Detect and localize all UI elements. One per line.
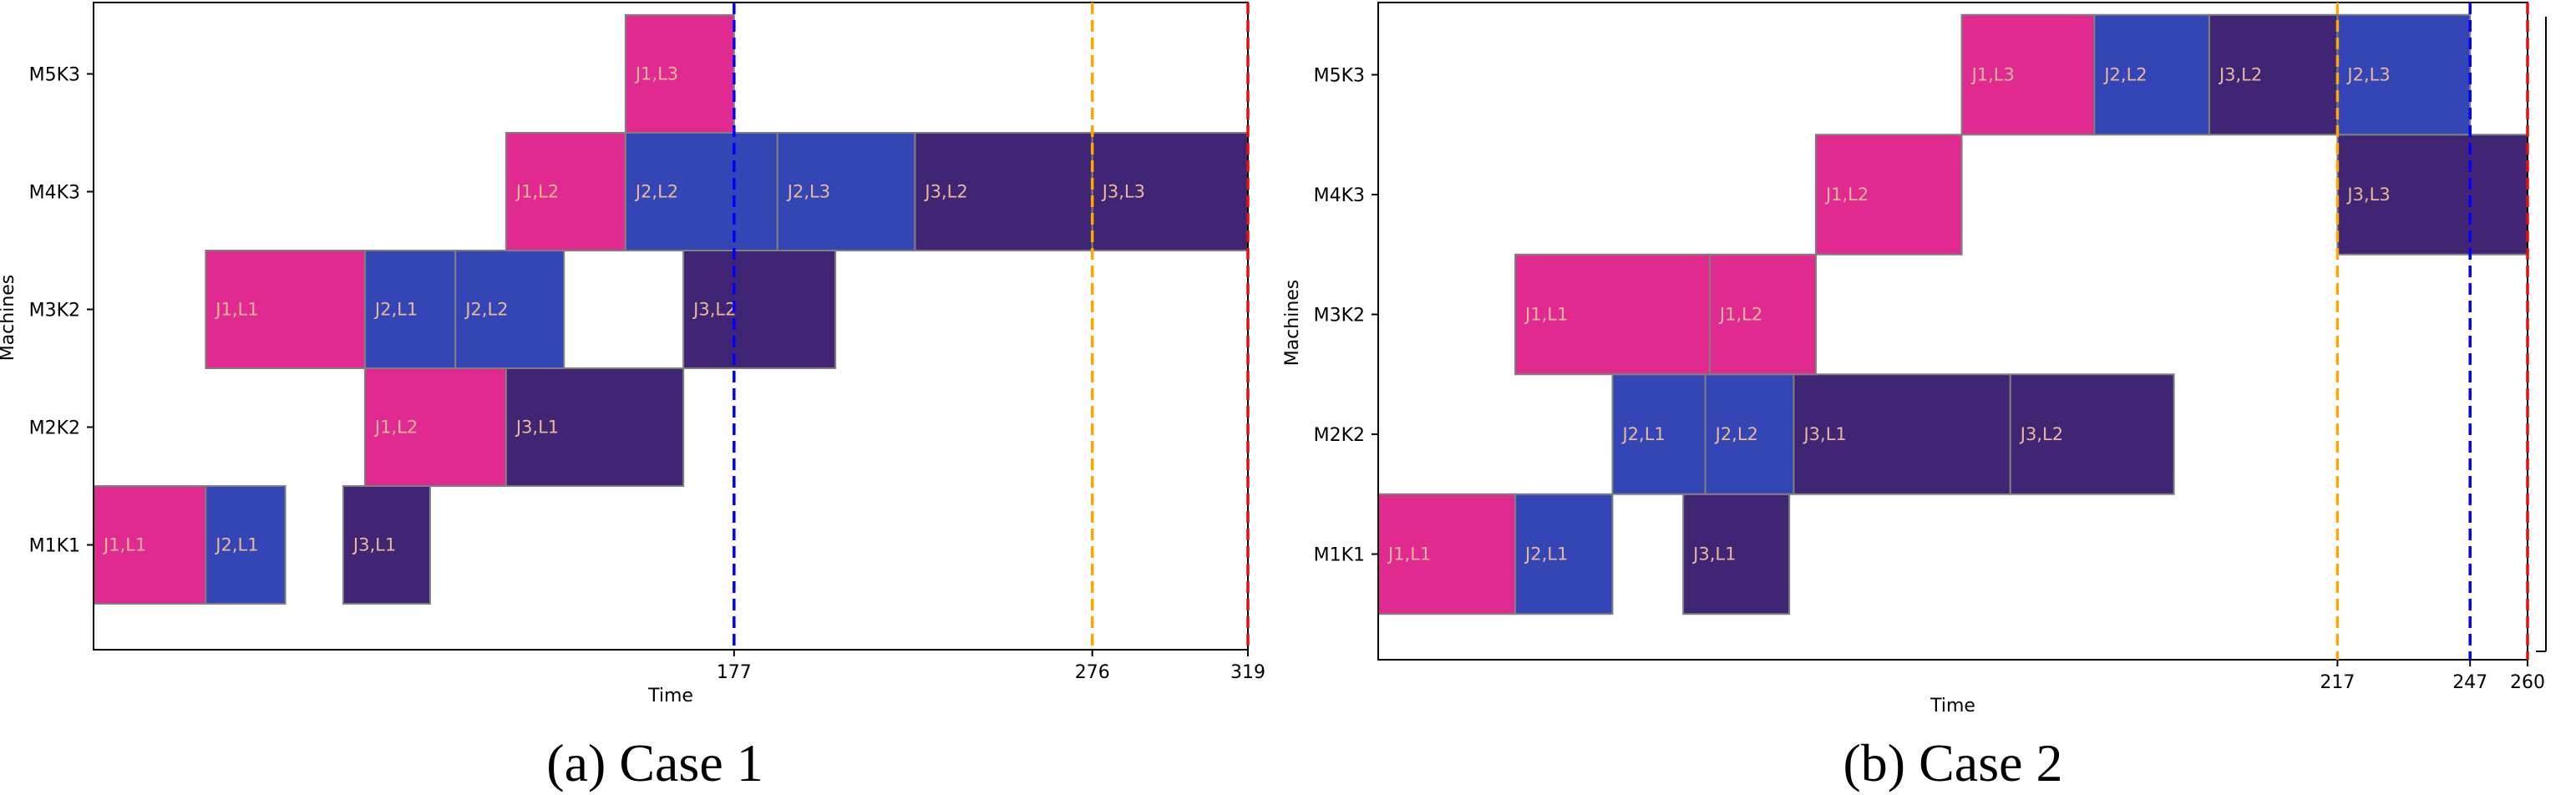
task-bar (1377, 493, 1517, 615)
task-bar-label: J3,L1 (1691, 544, 1736, 565)
task-bar-label: J2,L2 (2102, 65, 2147, 85)
task-bar-label: J1,L2 (1718, 305, 1762, 325)
task-bar-label: J1,L2 (1824, 185, 1869, 205)
y-tick-label: M1K1 (1314, 545, 1365, 566)
task-bar-label: J1,L2 (373, 418, 418, 438)
task-bar-label: J2,L2 (464, 300, 508, 320)
task-bar-label: J2,L1 (373, 300, 418, 320)
task-bar (1704, 373, 1795, 495)
task-bar-label: J3,L2 (923, 182, 967, 202)
subfigure-caption: (a) Case 1 (546, 733, 763, 792)
task-bar-label: J3,L1 (1802, 424, 1846, 444)
task-bar (1611, 373, 1706, 495)
task-bar (1514, 493, 1614, 615)
gantt-chart-case-2: J1,L1 J2,L1 J3,L1 J2,L1 J2,L2 J3,L1 J3,L2 J1,L1… (1282, 2, 2547, 792)
task-bar-label: J3,L1 (352, 535, 396, 555)
task-bar (363, 250, 457, 369)
y-tick-label: M1K1 (29, 536, 80, 557)
y-tick-label: M2K2 (1314, 425, 1365, 446)
task-bar (2009, 373, 2175, 495)
task-bar (454, 250, 565, 369)
task-bar (1708, 253, 1817, 376)
task-bar-label: J2,L3 (786, 182, 830, 202)
task-bar (1960, 13, 2096, 136)
task-bar (93, 485, 207, 605)
y-tick-label: M4K3 (29, 183, 80, 204)
gantt-chart-case-1: J1,L1 J2,L1 J3,L1 J1,L2 J3,L1 J1,L1 J2,L1 J2,L2… (0, 2, 1265, 792)
task-bar (2336, 13, 2472, 136)
task-bar-label: J1,L1 (1387, 544, 1431, 565)
task-bar (1091, 132, 1249, 251)
task-bar-label: J1,L3 (634, 64, 678, 84)
x-tick-label: 247 (2452, 672, 2487, 693)
y-tick-label: M3K2 (1314, 306, 1365, 327)
task-bar (1793, 373, 2011, 495)
task-bar (505, 132, 626, 251)
task-bar-label: J1,L1 (1524, 305, 1568, 325)
task-bar-label: J3,L2 (2019, 424, 2063, 444)
x-axis-title: Time (1929, 696, 1975, 717)
x-tick-label: 319 (1230, 662, 1265, 683)
task-bar (2208, 13, 2339, 136)
task-bar (914, 132, 1093, 251)
task-bar-label: J3,L3 (1101, 182, 1145, 202)
task-bar-label: J3,L1 (515, 418, 559, 438)
plot-frame (1377, 2, 2528, 661)
task-bar-label: J2,L2 (1714, 424, 1758, 444)
task-bar-label: J3,L3 (2345, 185, 2390, 205)
y-axis-title: Machines (1282, 280, 1303, 367)
y-tick-label: M4K3 (1314, 185, 1365, 206)
task-bar-label: J1,L3 (1970, 65, 2015, 85)
task-bar (776, 132, 916, 251)
y-axis-title: Machines (0, 275, 18, 362)
task-bar (363, 367, 507, 487)
x-tick-label: 276 (1075, 662, 1110, 683)
task-bar-label: J2,L1 (1620, 424, 1665, 444)
task-bar (505, 367, 685, 487)
y-tick-label: M2K2 (29, 418, 80, 439)
task-bar (682, 250, 837, 369)
x-tick-label: 260 (2510, 672, 2545, 693)
task-bar-label: J2,L1 (214, 535, 258, 555)
task-bar (1682, 493, 1791, 615)
task-bar (1814, 134, 1963, 256)
y-tick-label: M5K3 (1314, 66, 1365, 87)
task-bar (1514, 253, 1711, 376)
y-tick-label: M5K3 (29, 65, 80, 86)
x-tick-label: 177 (717, 662, 752, 683)
task-bar-label: J3,L2 (2218, 65, 2262, 85)
y-tick-label: M3K2 (29, 301, 80, 322)
task-bar-label: J3,L2 (692, 300, 736, 320)
task-bar (205, 250, 366, 369)
task-bar (2093, 13, 2210, 136)
task-bar-label: J2,L1 (1524, 544, 1568, 565)
task-bar-label: J2,L2 (634, 182, 678, 202)
subfigure-caption: (b) Case 2 (1843, 733, 2062, 792)
task-bar-label: J1,L1 (214, 300, 258, 320)
x-axis-title: Time (647, 686, 693, 706)
task-bar (205, 485, 287, 605)
x-tick-label: 217 (2320, 672, 2355, 693)
task-bar-label: J1,L1 (102, 535, 146, 555)
task-bar-label: J1,L2 (515, 182, 559, 202)
task-bar-label: J2,L3 (2345, 65, 2390, 85)
